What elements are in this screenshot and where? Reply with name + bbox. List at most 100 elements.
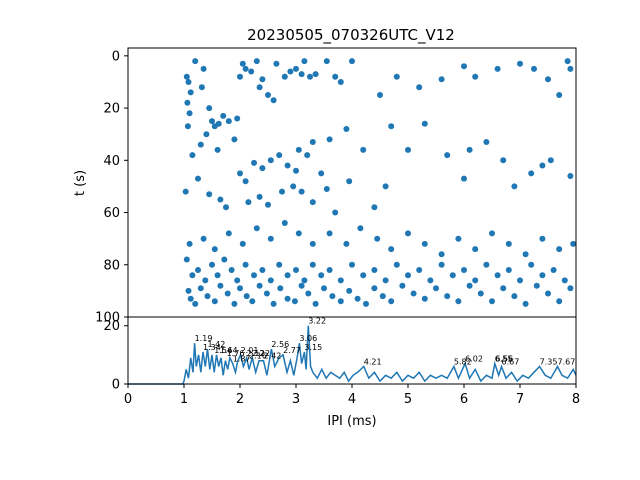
scatter-point bbox=[209, 118, 215, 125]
scatter-point bbox=[239, 60, 246, 67]
scatter-point bbox=[567, 65, 574, 72]
scatter-point bbox=[228, 267, 235, 273]
scatter-point bbox=[405, 272, 411, 279]
peak-label: 1.64 bbox=[220, 346, 238, 355]
scatter-point bbox=[517, 60, 523, 67]
scatter-point bbox=[214, 272, 221, 279]
scatter-point bbox=[187, 295, 194, 302]
scatter-point bbox=[312, 300, 319, 307]
scatter-point bbox=[276, 152, 283, 159]
scatter-point bbox=[438, 251, 445, 258]
scatter-point bbox=[500, 285, 507, 292]
scatter-point bbox=[477, 290, 484, 297]
scatter-point bbox=[298, 71, 305, 78]
scatter-point bbox=[449, 272, 456, 279]
scatter-point bbox=[533, 282, 540, 289]
scatter-point bbox=[393, 73, 400, 80]
scatter-point bbox=[466, 146, 473, 153]
scatter-point bbox=[204, 293, 211, 300]
scatter-point bbox=[410, 290, 417, 297]
scatter-point bbox=[374, 235, 381, 242]
scatter-point bbox=[183, 73, 190, 80]
ipi-x-tick-label: 5 bbox=[404, 392, 412, 407]
scatter-panel: 20230505_070326UTC_V12 0 20 40 60 80 100 t (s… bbox=[73, 26, 577, 326]
scatter-point bbox=[539, 235, 546, 242]
scatter-point bbox=[206, 191, 213, 198]
scatter-point bbox=[545, 76, 551, 83]
scatter-point bbox=[337, 277, 344, 284]
scatter-point bbox=[388, 298, 395, 305]
peak-label: 2.77 bbox=[283, 346, 301, 355]
scatter-point bbox=[203, 131, 210, 138]
scatter-point bbox=[293, 65, 299, 72]
scatter-point bbox=[200, 65, 207, 72]
scatter-point bbox=[182, 188, 189, 195]
scatter-point bbox=[483, 261, 490, 268]
scatter-point bbox=[270, 97, 277, 104]
scatter-point bbox=[237, 170, 243, 177]
scatter-point bbox=[399, 282, 406, 289]
ipi-x-tick-label: 8 bbox=[572, 392, 580, 407]
scatter-point bbox=[237, 285, 243, 292]
scatter-point bbox=[405, 146, 411, 153]
scatter-point bbox=[287, 68, 294, 75]
scatter-point bbox=[267, 277, 274, 284]
scatter-point bbox=[195, 175, 201, 182]
scatter-point bbox=[298, 188, 305, 195]
scatter-y-tick-label: 100 bbox=[95, 311, 120, 326]
scatter-point bbox=[217, 196, 224, 203]
scatter-point bbox=[197, 141, 204, 148]
scatter-point bbox=[545, 290, 551, 297]
peak-label: 6.56 bbox=[495, 355, 513, 364]
scatter-point bbox=[472, 277, 479, 284]
scatter-point bbox=[259, 267, 266, 273]
scatter-point bbox=[305, 290, 312, 297]
scatter-point bbox=[349, 261, 355, 268]
scatter-point bbox=[564, 58, 571, 65]
scatter-point bbox=[231, 300, 238, 307]
scatter-point bbox=[360, 146, 367, 153]
scatter-point bbox=[505, 240, 512, 247]
scatter-point bbox=[291, 298, 298, 305]
scatter-point bbox=[444, 152, 451, 159]
scatter-point bbox=[211, 298, 218, 305]
ipi-panel: 1.191.341.421.541.641.761.872.012.122.22… bbox=[103, 316, 580, 429]
scatter-point bbox=[455, 235, 462, 242]
scatter-point bbox=[209, 261, 215, 268]
scatter-point bbox=[323, 58, 330, 65]
scatter-point bbox=[202, 277, 209, 284]
scatter-point bbox=[234, 115, 241, 122]
scatter-point bbox=[421, 120, 428, 127]
scatter-point bbox=[556, 246, 563, 253]
scatter-point bbox=[444, 293, 451, 300]
scatter-point bbox=[211, 246, 218, 253]
chart-title: 20230505_070326UTC_V12 bbox=[247, 26, 455, 45]
scatter-point bbox=[528, 170, 535, 177]
scatter-point bbox=[337, 79, 344, 85]
ipi-y-tick-label: 20 bbox=[103, 319, 120, 334]
scatter-point bbox=[528, 261, 535, 268]
scatter-point bbox=[556, 298, 563, 305]
scatter-point bbox=[461, 175, 467, 182]
scatter-point bbox=[293, 167, 299, 174]
scatter-y-tick-label: 80 bbox=[103, 258, 120, 273]
scatter-point bbox=[224, 290, 231, 297]
peak-label: 6.55 bbox=[495, 355, 513, 364]
scatter-point bbox=[284, 272, 291, 279]
scatter-point bbox=[307, 73, 313, 80]
scatter-point bbox=[517, 277, 523, 284]
scatter-point bbox=[270, 300, 277, 307]
scatter-point bbox=[293, 267, 299, 273]
scatter-point bbox=[277, 285, 284, 292]
scatter-point bbox=[382, 277, 389, 284]
peak-label: 1.76 bbox=[227, 349, 245, 358]
scatter-point bbox=[318, 170, 325, 177]
scatter-point bbox=[265, 92, 271, 98]
scatter-point bbox=[321, 285, 327, 292]
peak-label: 2.01 bbox=[241, 346, 259, 355]
scatter-point bbox=[256, 282, 263, 289]
ipi-x-tick-label: 0 bbox=[124, 392, 132, 407]
scatter-point bbox=[472, 73, 479, 80]
scatter-point bbox=[343, 240, 350, 247]
scatter-point bbox=[522, 251, 529, 258]
